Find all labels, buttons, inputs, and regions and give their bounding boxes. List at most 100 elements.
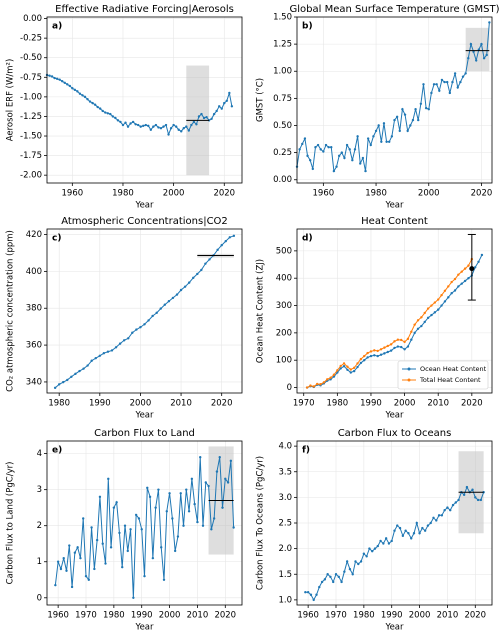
data-point [216, 248, 219, 252]
data-point [70, 585, 74, 589]
data-point [410, 330, 413, 333]
data-point [208, 258, 211, 261]
panel-title: Effective Radiative Forcing|Aerosols [55, 4, 234, 15]
data-point [215, 109, 218, 113]
x-tick-label: 2000 [418, 189, 440, 199]
data-point [419, 102, 423, 105]
data-point [362, 552, 366, 555]
data-point [393, 346, 396, 350]
data-point [430, 304, 433, 307]
data-point [114, 346, 118, 349]
data-point [172, 123, 175, 127]
data-point [463, 267, 467, 270]
data-point [351, 159, 354, 162]
data-point [84, 574, 88, 578]
data-point [398, 526, 402, 530]
data-point [93, 567, 96, 571]
data-point [476, 498, 480, 502]
data-point [136, 123, 140, 127]
data-point [48, 74, 51, 77]
data-point [101, 109, 104, 113]
plot-frame [296, 16, 493, 184]
data-point [212, 112, 216, 116]
y-tick-label: 300 [276, 301, 292, 311]
panel-label: c) [52, 234, 61, 244]
data-point [200, 112, 203, 116]
data-point [187, 129, 191, 132]
data-point [314, 145, 317, 149]
legend-label: Total Heat Content [419, 376, 481, 384]
panel-title: Carbon Flux to Land [94, 428, 195, 439]
x-tick-label: 1990 [131, 611, 153, 621]
plot-frame [46, 16, 243, 184]
data-point [147, 319, 150, 322]
y-axis-label: GMST (°C) [256, 78, 266, 122]
data-point [195, 123, 198, 126]
data-point [177, 128, 180, 131]
data-point [337, 154, 341, 158]
data-point [390, 135, 394, 138]
data-point [396, 524, 399, 527]
data-point [430, 313, 433, 317]
x-tick-label: 1960 [47, 611, 69, 621]
data-point [340, 151, 343, 154]
data-point [171, 517, 174, 520]
y-tick-label: 100 [276, 356, 292, 366]
data-point [323, 578, 327, 581]
data-point [359, 361, 363, 365]
data-point [185, 488, 188, 491]
data-point [353, 148, 357, 151]
y-tick-label: 3.5 [278, 467, 292, 477]
data-point [232, 526, 235, 529]
data-point [327, 145, 330, 149]
data-point [369, 350, 373, 353]
data-point [384, 537, 388, 540]
data-point [412, 532, 416, 535]
data-point [167, 133, 170, 136]
data-point [157, 126, 160, 129]
x-tick-label: 1970 [293, 399, 315, 409]
data-point [332, 580, 335, 584]
y-tick-label: 2 [37, 521, 42, 531]
panel-label: d) [302, 234, 313, 244]
data-point [129, 528, 132, 531]
data-point [55, 77, 59, 81]
data-point [149, 128, 153, 131]
data-point [349, 368, 352, 371]
data-point [205, 116, 208, 119]
data-point [121, 123, 125, 127]
data-point [322, 381, 326, 384]
data-point [62, 380, 65, 384]
data-point [306, 154, 309, 158]
x-tick-label: 1980 [112, 189, 134, 199]
y-tick-label: 400 [26, 267, 42, 277]
data-point [95, 538, 99, 542]
data-point [393, 529, 396, 532]
data-point [319, 383, 322, 386]
data-point [126, 125, 130, 128]
plot-frame [46, 440, 243, 606]
data-point [146, 486, 149, 490]
data-point [320, 580, 324, 584]
data-point [312, 598, 315, 602]
data-point [315, 382, 319, 386]
data-point [450, 280, 453, 284]
data-point [356, 135, 359, 138]
data-point [185, 125, 188, 128]
data-point [440, 304, 443, 307]
plot-frame [296, 228, 493, 394]
x-tick-label: 2010 [437, 611, 459, 621]
data-point [171, 296, 175, 300]
y-axis-label: Ocean Heat Content (ZJ) [256, 259, 266, 363]
x-tick-label: 2020 [213, 189, 235, 199]
data-point [446, 506, 449, 509]
data-point [453, 277, 457, 281]
data-point [382, 122, 386, 125]
data-point [68, 84, 71, 88]
data-point [457, 498, 460, 502]
data-point [176, 535, 180, 538]
data-point [168, 492, 171, 495]
data-point [410, 338, 413, 341]
plot-frame [46, 228, 243, 394]
